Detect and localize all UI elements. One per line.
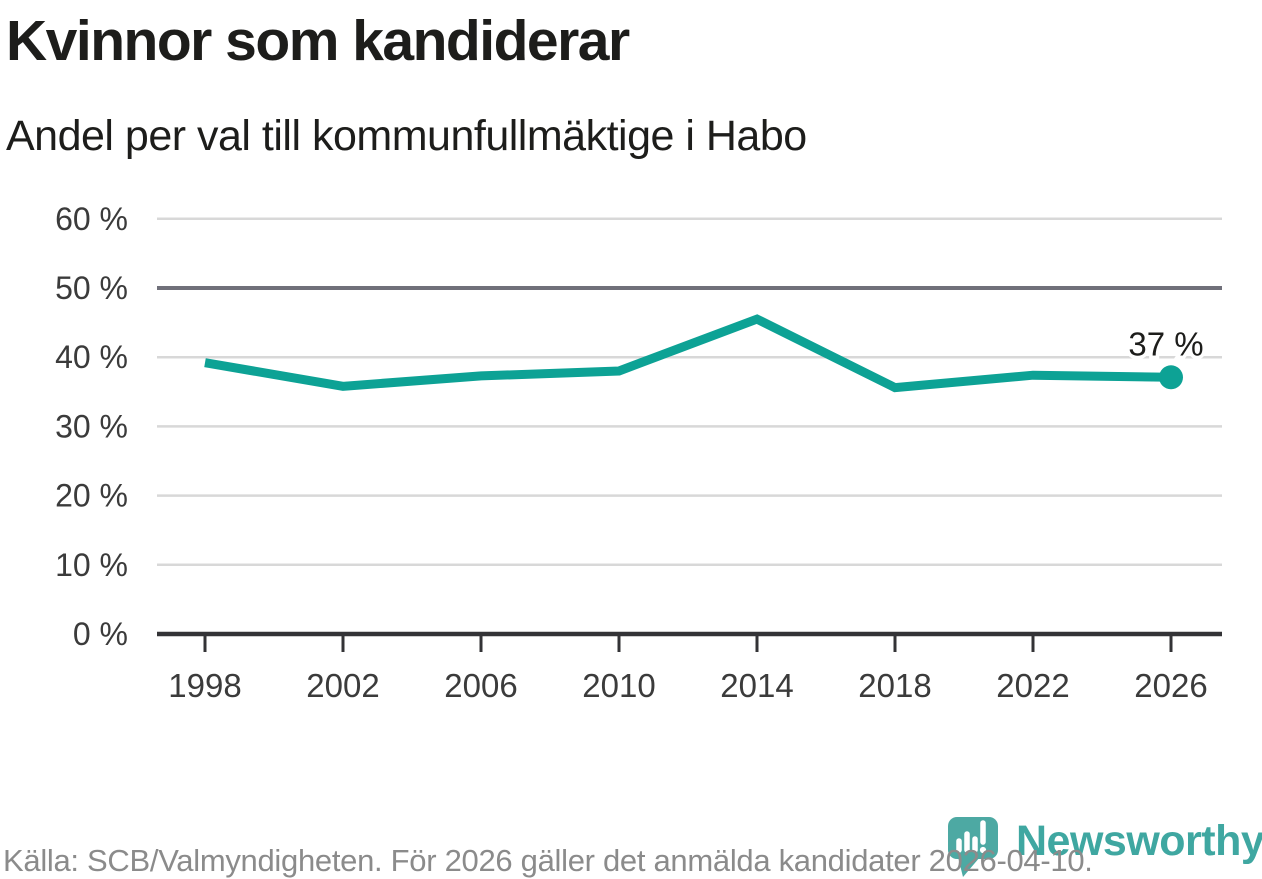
chart-subtitle: Andel per val till kommunfullmäktige i H… [6, 112, 807, 160]
x-tick-label: 2014 [720, 667, 793, 704]
end-point-marker [1159, 365, 1183, 390]
y-tick-label: 10 % [55, 547, 128, 583]
x-tick-label: 2022 [996, 667, 1069, 704]
y-tick-label: 20 % [55, 478, 128, 514]
x-tick-label: 2018 [858, 667, 931, 704]
series-line [204, 314, 1172, 393]
newsworthy-logo-icon [948, 817, 998, 877]
axis-labels: 0 % 10 % 20 % 30 % 40 % 50 % 60 % 1998 2002 2006 2… [55, 201, 1208, 704]
chart-title: Kvinnor som kandiderar [6, 9, 630, 73]
gridlines [157, 217, 1222, 567]
newsworthy-wordmark: Newsworthy [1016, 817, 1262, 865]
y-tick-label: 50 % [55, 270, 128, 306]
data-series: 37 % [204, 314, 1207, 393]
x-axis [157, 631, 1222, 652]
x-tick-label: 1998 [168, 667, 241, 704]
y-tick-label: 30 % [55, 408, 128, 444]
x-tick-label: 2010 [582, 667, 655, 704]
source-note: Källa: SCB/Valmyndigheten. För 2026 gäll… [3, 843, 1093, 878]
end-value-label: 37 % [1128, 325, 1203, 362]
y-tick-label: 60 % [55, 201, 128, 237]
x-tick-label: 2026 [1134, 667, 1207, 704]
y-tick-label: 40 % [55, 339, 128, 375]
x-tick-label: 2002 [306, 667, 379, 704]
x-tick-label: 2006 [444, 667, 517, 704]
y-tick-label: 0 % [73, 616, 128, 652]
